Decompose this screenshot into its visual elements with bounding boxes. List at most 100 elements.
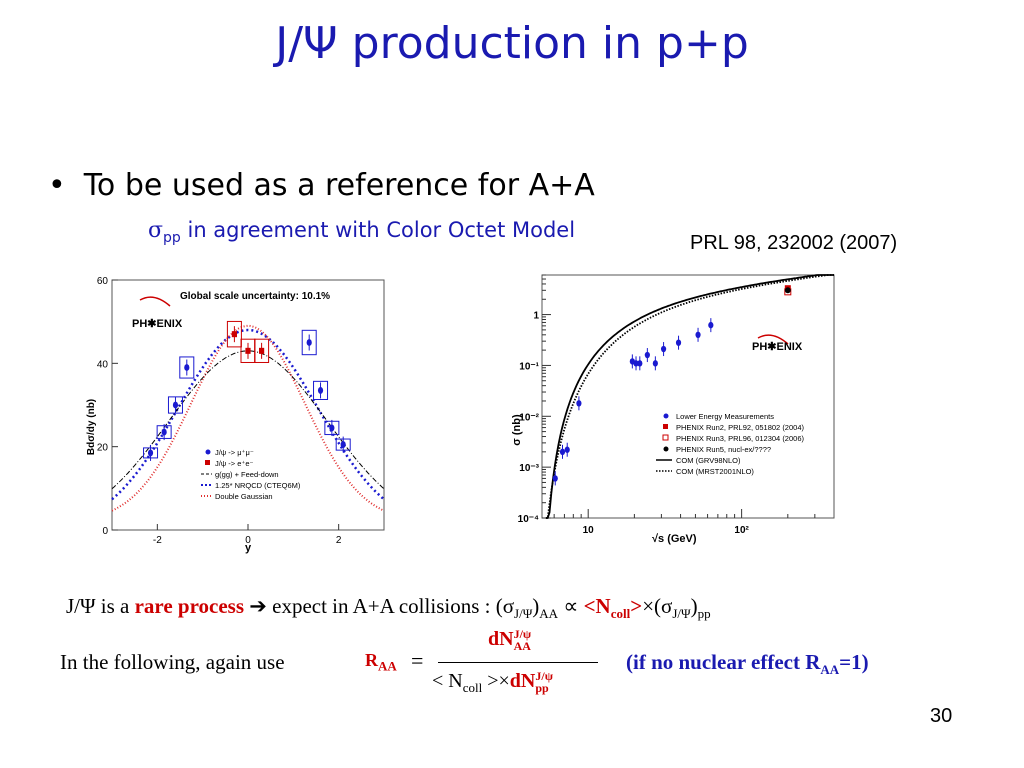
data-point <box>306 339 312 346</box>
subscript: AA <box>378 658 397 674</box>
subscript: coll <box>610 606 631 622</box>
y-tick-label: 0 <box>102 526 108 537</box>
legend-label: PHENIX Run2, PRL92, 051802 (2004) <box>676 423 804 432</box>
subscript: J/Ψ <box>672 606 691 622</box>
data-point <box>184 364 190 371</box>
legend-label: COM (MRST2001NLO) <box>676 467 754 476</box>
left-chart-ylabel: Bdσ/dy (nb) <box>86 399 97 455</box>
legend-marker-ee <box>205 460 210 465</box>
reference-citation: PRL 98, 232002 (2007) <box>690 232 898 254</box>
data-point <box>637 360 643 367</box>
rare-process-statement: J/Ψ is a rare process ➔ expect in A+A co… <box>66 594 711 622</box>
legend-label: Lower Energy Measurements <box>676 412 774 421</box>
formula-numerator: dN J/ψ AA <box>488 628 531 652</box>
x-tick-label: 0 <box>245 535 251 546</box>
phenix-logo-swoosh-icon <box>139 296 171 307</box>
text-segment: >× <box>482 670 510 692</box>
left-chart-legend: J/ψ -> μ⁺μ⁻ J/ψ -> e⁺e⁻ g(gg) + Feed-dow… <box>201 448 301 501</box>
data-point <box>329 424 335 432</box>
legend-label: Double Gaussian <box>215 492 273 501</box>
y-tick-label: 10⁻¹ <box>519 361 539 372</box>
nuclear-effect-note: (if no nuclear effect RAA=1) <box>626 650 869 678</box>
systematic-box <box>226 320 242 348</box>
com-mrst2001nlo-curve <box>545 274 834 519</box>
y-tick-label: 10⁻² <box>519 412 539 423</box>
formula-denominator: < Ncoll >×dN J/ψ pp <box>432 670 553 696</box>
systematic-box <box>167 396 183 414</box>
systematic-box <box>313 380 329 400</box>
bullet-text: To be used as a reference for A+A <box>83 168 595 203</box>
data-point <box>660 345 667 353</box>
data-point <box>559 448 566 456</box>
x-tick-label: -2 <box>153 535 162 546</box>
page-number: 30 <box>930 705 953 727</box>
sigma-subscript: pp <box>163 230 181 246</box>
data-point <box>564 446 570 453</box>
data-point <box>633 360 639 367</box>
slide-title: J/Ψ production in p+p <box>275 18 749 69</box>
phenix-logo: PH✱ENIX <box>752 341 803 353</box>
x-tick-label: 2 <box>336 535 342 546</box>
ncoll-highlight: <N <box>583 594 611 618</box>
subscript: AA <box>820 662 840 678</box>
right-chart-curves <box>545 274 834 519</box>
legend-label: J/ψ -> μ⁺μ⁻ <box>215 448 254 457</box>
bullet-dot-icon: • <box>48 168 66 203</box>
right-chart-axes: 10⁻⁴ 10⁻³ 10⁻² 10⁻¹ 1 10 10² <box>518 274 816 536</box>
dn-symbol: dN <box>488 628 514 650</box>
nrqcd-curve <box>111 328 385 501</box>
dn-symbol: dN <box>509 670 536 692</box>
y-tick-label: 10⁻³ <box>519 463 539 474</box>
text-segment: ) <box>690 594 698 618</box>
phenix-logo: PH✱ENIX <box>132 318 183 330</box>
sigma-symbol: σ <box>148 218 164 243</box>
right-chart-ylabel: σ (nb) <box>511 414 523 446</box>
data-point <box>172 401 179 409</box>
text-segment: J/Ψ is a <box>66 594 135 618</box>
data-point <box>340 441 346 448</box>
fraction-bar <box>438 662 598 663</box>
systematic-box <box>301 329 317 356</box>
subscript: coll <box>462 680 483 695</box>
energy-chart: 10⁻⁴ 10⁻³ 10⁻² 10⁻¹ 1 10 10² PH✱ENIX σ (nb) √s… <box>511 274 835 545</box>
rare-process-highlight: rare process <box>134 594 245 618</box>
data-point <box>317 387 324 394</box>
data-point <box>552 475 558 482</box>
legend-marker <box>663 446 669 452</box>
right-chart-xlabel: √s (GeV) <box>652 533 697 545</box>
text-segment: (if no nuclear effect R <box>626 650 821 674</box>
subscript: AA <box>513 639 531 654</box>
text-segment: ×(σ <box>642 594 673 618</box>
right-chart-legend: Lower Energy Measurements PHENIX Run2, P… <box>656 412 804 476</box>
subscript: J/Ψ <box>514 606 533 622</box>
y-tick-label: 60 <box>97 276 109 287</box>
legend-marker <box>663 424 668 429</box>
systematic-box <box>254 338 270 363</box>
legend-marker-mumu <box>205 449 211 455</box>
right-chart-points <box>552 285 792 486</box>
left-chart-title: Global scale uncertainty: 10.1% <box>180 291 330 302</box>
data-point <box>245 347 251 354</box>
data-point <box>576 400 582 407</box>
left-chart-axes: 0 20 40 60 -2 0 2 <box>97 276 342 546</box>
raa-intro-text: In the following, again use <box>60 650 285 674</box>
rapidity-chart: 0 20 40 60 -2 0 2 Global scale uncertainty: 10… <box>86 276 385 554</box>
legend-label: 1.25* NRQCD (CTEQ6M) <box>215 481 301 490</box>
sub-bullet: σpp in agreement with Color Octet Model <box>148 218 575 246</box>
x-tick-label: 10 <box>583 525 595 536</box>
data-point <box>695 331 701 339</box>
subscript: pp <box>535 681 549 696</box>
data-point <box>161 428 167 436</box>
subscript: pp <box>697 606 711 622</box>
left-chart-points <box>143 320 351 461</box>
equals-sign: = <box>411 648 424 673</box>
data-point <box>652 360 658 367</box>
double-gaussian-curve <box>111 324 385 512</box>
y-tick-label: 1 <box>533 311 539 322</box>
data-point <box>231 331 237 338</box>
text-segment: < N <box>432 670 463 692</box>
text-segment: =1) <box>839 650 869 674</box>
legend-label: PHENIX Run3, PRL96, 012304 (2006) <box>676 434 804 443</box>
legend-marker <box>662 434 669 441</box>
superscript: J/ψ <box>535 669 553 684</box>
